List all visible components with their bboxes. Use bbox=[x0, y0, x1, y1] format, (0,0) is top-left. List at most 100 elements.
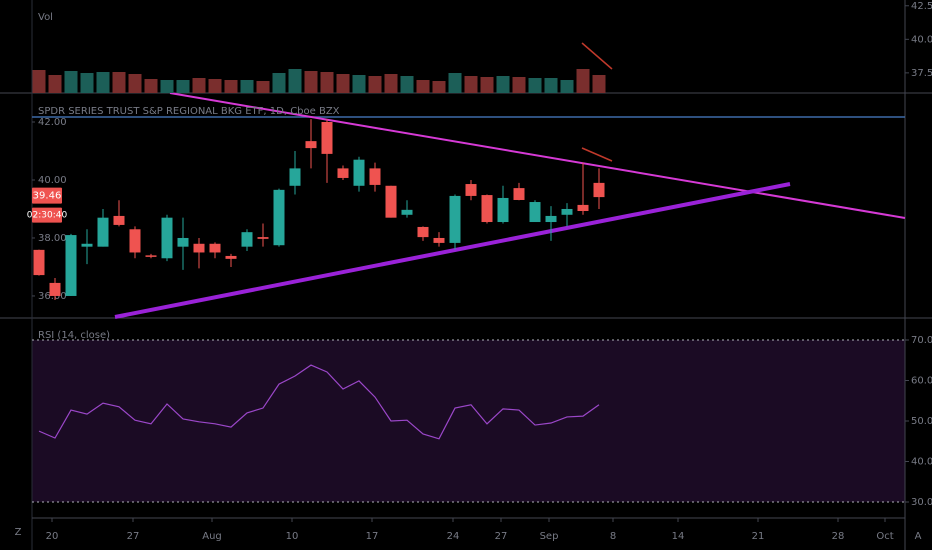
candle-body bbox=[65, 235, 77, 296]
candle-body bbox=[305, 141, 317, 149]
candle-body bbox=[529, 202, 541, 223]
rsi-band bbox=[32, 340, 905, 502]
y-tick-label: 38.00 bbox=[38, 233, 67, 244]
candle-body bbox=[241, 232, 253, 247]
volume-bar bbox=[224, 80, 238, 93]
volume-bar bbox=[256, 81, 270, 93]
volume-bar bbox=[32, 70, 46, 93]
y-tick-label: 30.00 bbox=[911, 497, 932, 508]
x-tick-label: 20 bbox=[46, 531, 59, 542]
volume-bar bbox=[336, 74, 350, 93]
x-tick-label: Oct bbox=[876, 531, 893, 542]
candle-body bbox=[257, 237, 269, 239]
candle-body bbox=[593, 182, 605, 198]
volume-bar bbox=[320, 72, 334, 93]
volume-bar bbox=[464, 76, 478, 93]
downtrend-line bbox=[169, 92, 906, 219]
candle-body bbox=[129, 229, 141, 253]
volume-bar bbox=[192, 78, 206, 93]
auto-scale-button[interactable]: A bbox=[915, 531, 922, 542]
volume-label: Vol bbox=[38, 12, 53, 23]
candle-body bbox=[417, 226, 429, 238]
volume-bar bbox=[416, 80, 430, 93]
candle-body bbox=[225, 255, 237, 259]
drawing-line bbox=[581, 42, 613, 70]
y-tick-label: 36.00 bbox=[38, 291, 67, 302]
candle-body bbox=[209, 243, 221, 253]
x-tick-label: 21 bbox=[752, 531, 765, 542]
volume-bar bbox=[432, 81, 446, 93]
y-tick-label: 40.00 bbox=[911, 456, 932, 467]
candle-body bbox=[145, 255, 157, 257]
x-tick-label: 27 bbox=[127, 531, 140, 542]
candle-body bbox=[321, 121, 333, 154]
y-tick-label: 37.50 bbox=[911, 68, 932, 79]
volume-bar bbox=[368, 76, 382, 93]
candle-body bbox=[385, 185, 397, 218]
candle-body bbox=[97, 217, 109, 247]
last-price: 39.46 bbox=[33, 191, 62, 202]
x-tick-label: 8 bbox=[610, 531, 616, 542]
volume-bar bbox=[496, 76, 510, 93]
volume-bar bbox=[240, 80, 254, 93]
candle-body bbox=[433, 237, 445, 243]
volume-bar bbox=[288, 69, 302, 93]
candle-body bbox=[289, 168, 301, 186]
volume-bar bbox=[64, 71, 78, 93]
candle-body bbox=[481, 195, 493, 223]
x-tick-label: 17 bbox=[366, 531, 379, 542]
candle-body bbox=[49, 282, 61, 296]
x-tick-label: Sep bbox=[540, 531, 559, 542]
candle-body bbox=[33, 249, 45, 276]
y-tick-label: 60.00 bbox=[911, 375, 932, 386]
last-price-badge bbox=[32, 187, 62, 204]
volume-bar bbox=[400, 76, 414, 93]
volume-bar bbox=[352, 75, 366, 93]
volume-bar bbox=[448, 73, 462, 93]
volume-bar bbox=[208, 79, 222, 93]
x-tick-label: 14 bbox=[672, 531, 685, 542]
y-tick-label: 42.00 bbox=[38, 117, 67, 128]
x-tick-label: 10 bbox=[286, 531, 299, 542]
volume-bar bbox=[176, 80, 190, 93]
timezone-icon[interactable]: Z bbox=[15, 527, 22, 538]
y-tick-label: 42.50 bbox=[911, 1, 932, 12]
x-tick-label: 27 bbox=[495, 531, 508, 542]
volume-bar bbox=[160, 80, 174, 93]
candle-body bbox=[545, 215, 557, 223]
candle-body bbox=[465, 184, 477, 196]
candle-body bbox=[161, 217, 173, 259]
candle-body bbox=[449, 195, 461, 243]
volume-bar bbox=[96, 72, 110, 93]
x-tick-label: 24 bbox=[447, 531, 460, 542]
volume-bar bbox=[144, 79, 158, 93]
candle-body bbox=[401, 209, 413, 215]
candle-body bbox=[577, 204, 589, 212]
candle-body bbox=[353, 159, 365, 186]
series-title: SPDR SERIES TRUST S&P REGIONAL BKG ETF, … bbox=[38, 106, 340, 117]
volume-bar bbox=[592, 75, 606, 93]
y-tick-label: 70.00 bbox=[911, 335, 932, 346]
uptrend-line bbox=[114, 182, 791, 319]
y-tick-label: 40.00 bbox=[38, 175, 67, 186]
volume-bar bbox=[384, 74, 398, 93]
volume-bar bbox=[512, 77, 526, 93]
volume-bar bbox=[480, 77, 494, 93]
volume-bar bbox=[560, 80, 574, 93]
x-tick-label: 28 bbox=[832, 531, 845, 542]
x-tick-label: Aug bbox=[202, 531, 222, 542]
candle-body bbox=[513, 188, 525, 200]
volume-bar bbox=[576, 69, 590, 93]
volume-bar bbox=[528, 78, 542, 93]
candle-body bbox=[81, 243, 93, 247]
volume-bar bbox=[304, 71, 318, 93]
volume-bar bbox=[128, 74, 142, 93]
volume-bar bbox=[544, 78, 558, 93]
volume-bar bbox=[48, 75, 62, 93]
candle-body bbox=[497, 197, 509, 223]
y-tick-label: 50.00 bbox=[911, 416, 932, 427]
candle-body bbox=[369, 168, 381, 185]
candle-body bbox=[113, 215, 125, 225]
rsi-line bbox=[38, 364, 600, 440]
